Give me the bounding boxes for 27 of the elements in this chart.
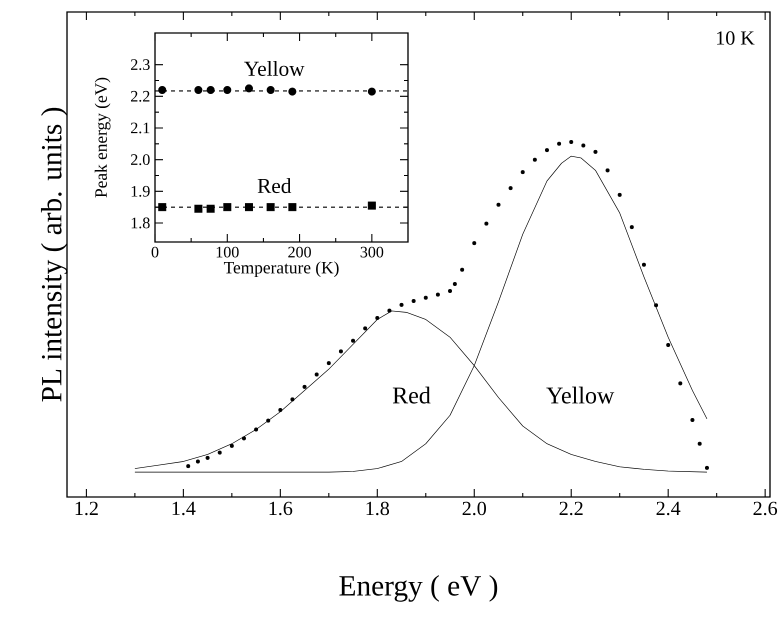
x-tick-label: 2.6 <box>754 502 778 516</box>
annotation: Yellow <box>546 386 614 404</box>
legend-label: Yellow <box>244 60 305 76</box>
x-tick-label: 0 <box>152 246 158 258</box>
x-tick-label: 2.2 <box>560 502 583 516</box>
y-tick-label: 1.8 <box>132 218 150 228</box>
x-tick-label: 2.0 <box>462 502 486 516</box>
x-tick-label: 100 <box>216 246 239 258</box>
series-label: Red <box>258 178 292 194</box>
y-tick-label: 2.3 <box>131 59 150 70</box>
x-tick-label: 200 <box>288 246 311 258</box>
y-axis-title: Peak energy (eV) <box>94 78 110 198</box>
y-tick-label: 2.2 <box>131 90 150 102</box>
x-tick-label: 2.4 <box>656 502 680 516</box>
text: 10 K <box>717 31 755 45</box>
x-axis-title: Temperature (K) <box>224 261 339 278</box>
x-tick-label: 300 <box>360 246 384 258</box>
x-tick-label: 1.6 <box>270 502 292 516</box>
y-axis-title: PL intensity ( arb. units ) <box>40 108 68 402</box>
x-tick-label: 1.4 <box>172 502 196 516</box>
x-tick-label: 1.2 <box>76 502 98 516</box>
y-tick-label: 1.9 <box>132 186 150 197</box>
x-tick-label: 1.8 <box>366 502 390 516</box>
y-tick-label: 2.1 <box>131 122 150 134</box>
x-axis-title: Energy ( eV ) <box>339 575 498 602</box>
y-tick-label: 2.0 <box>131 154 150 166</box>
annotation: Red <box>392 386 431 404</box>
